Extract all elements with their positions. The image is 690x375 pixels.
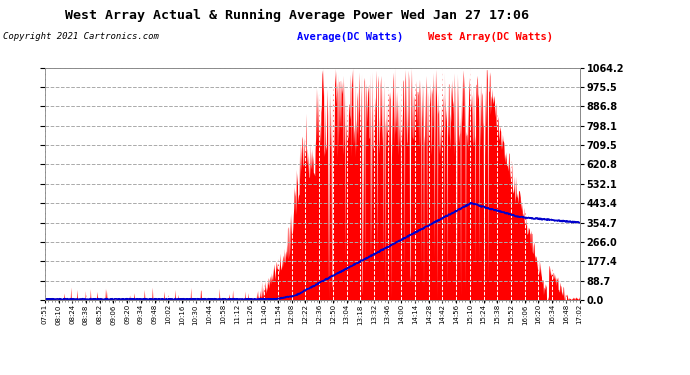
Text: West Array(DC Watts): West Array(DC Watts) xyxy=(428,32,553,42)
Text: Average(DC Watts): Average(DC Watts) xyxy=(297,32,403,42)
Text: West Array Actual & Running Average Power Wed Jan 27 17:06: West Array Actual & Running Average Powe… xyxy=(65,9,529,22)
Text: Copyright 2021 Cartronics.com: Copyright 2021 Cartronics.com xyxy=(3,32,159,41)
